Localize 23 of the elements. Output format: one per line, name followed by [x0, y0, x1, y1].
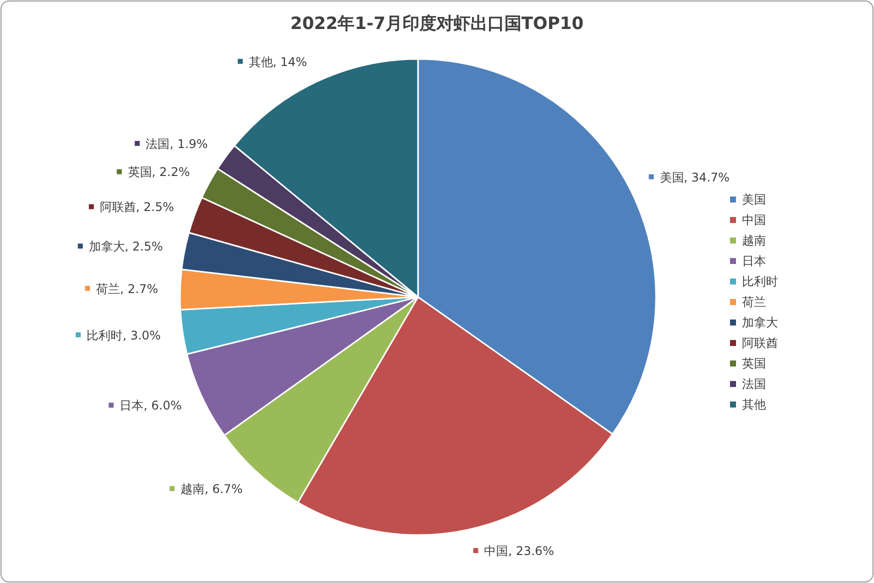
data-label: 中国, 23.6%	[484, 544, 554, 558]
legend-label: 日本	[742, 254, 766, 268]
data-label: 阿联酋, 2.5%	[100, 200, 174, 214]
data-label: 加拿大, 2.5%	[88, 240, 163, 254]
data-label: 荷兰, 2.7%	[96, 282, 158, 296]
legend-label: 法国	[742, 377, 766, 391]
legend-label: 阿联酋	[742, 336, 778, 350]
data-label: 越南, 6.7%	[180, 482, 243, 496]
data-label: 日本, 6.0%	[120, 398, 182, 413]
legend-label: 加拿大	[742, 316, 778, 330]
data-label: 英国, 2.2%	[128, 165, 190, 180]
chart-title: 2022年1-7月印度对虾出口国TOP10	[290, 14, 584, 34]
legend-label: 越南	[742, 234, 766, 248]
legend-label: 荷兰	[742, 295, 766, 309]
data-label: 法国, 1.9%	[146, 136, 208, 151]
legend-label: 其他	[742, 398, 766, 412]
data-label: 比利时, 3.0%	[86, 328, 161, 342]
legend-label: 美国	[742, 192, 766, 206]
data-label: 其他, 14%	[248, 54, 308, 69]
legend-label: 中国	[742, 213, 766, 227]
data-label: 美国, 34.7%	[660, 170, 730, 184]
legend-label: 比利时	[742, 274, 778, 288]
legend-label: 英国	[742, 356, 766, 370]
